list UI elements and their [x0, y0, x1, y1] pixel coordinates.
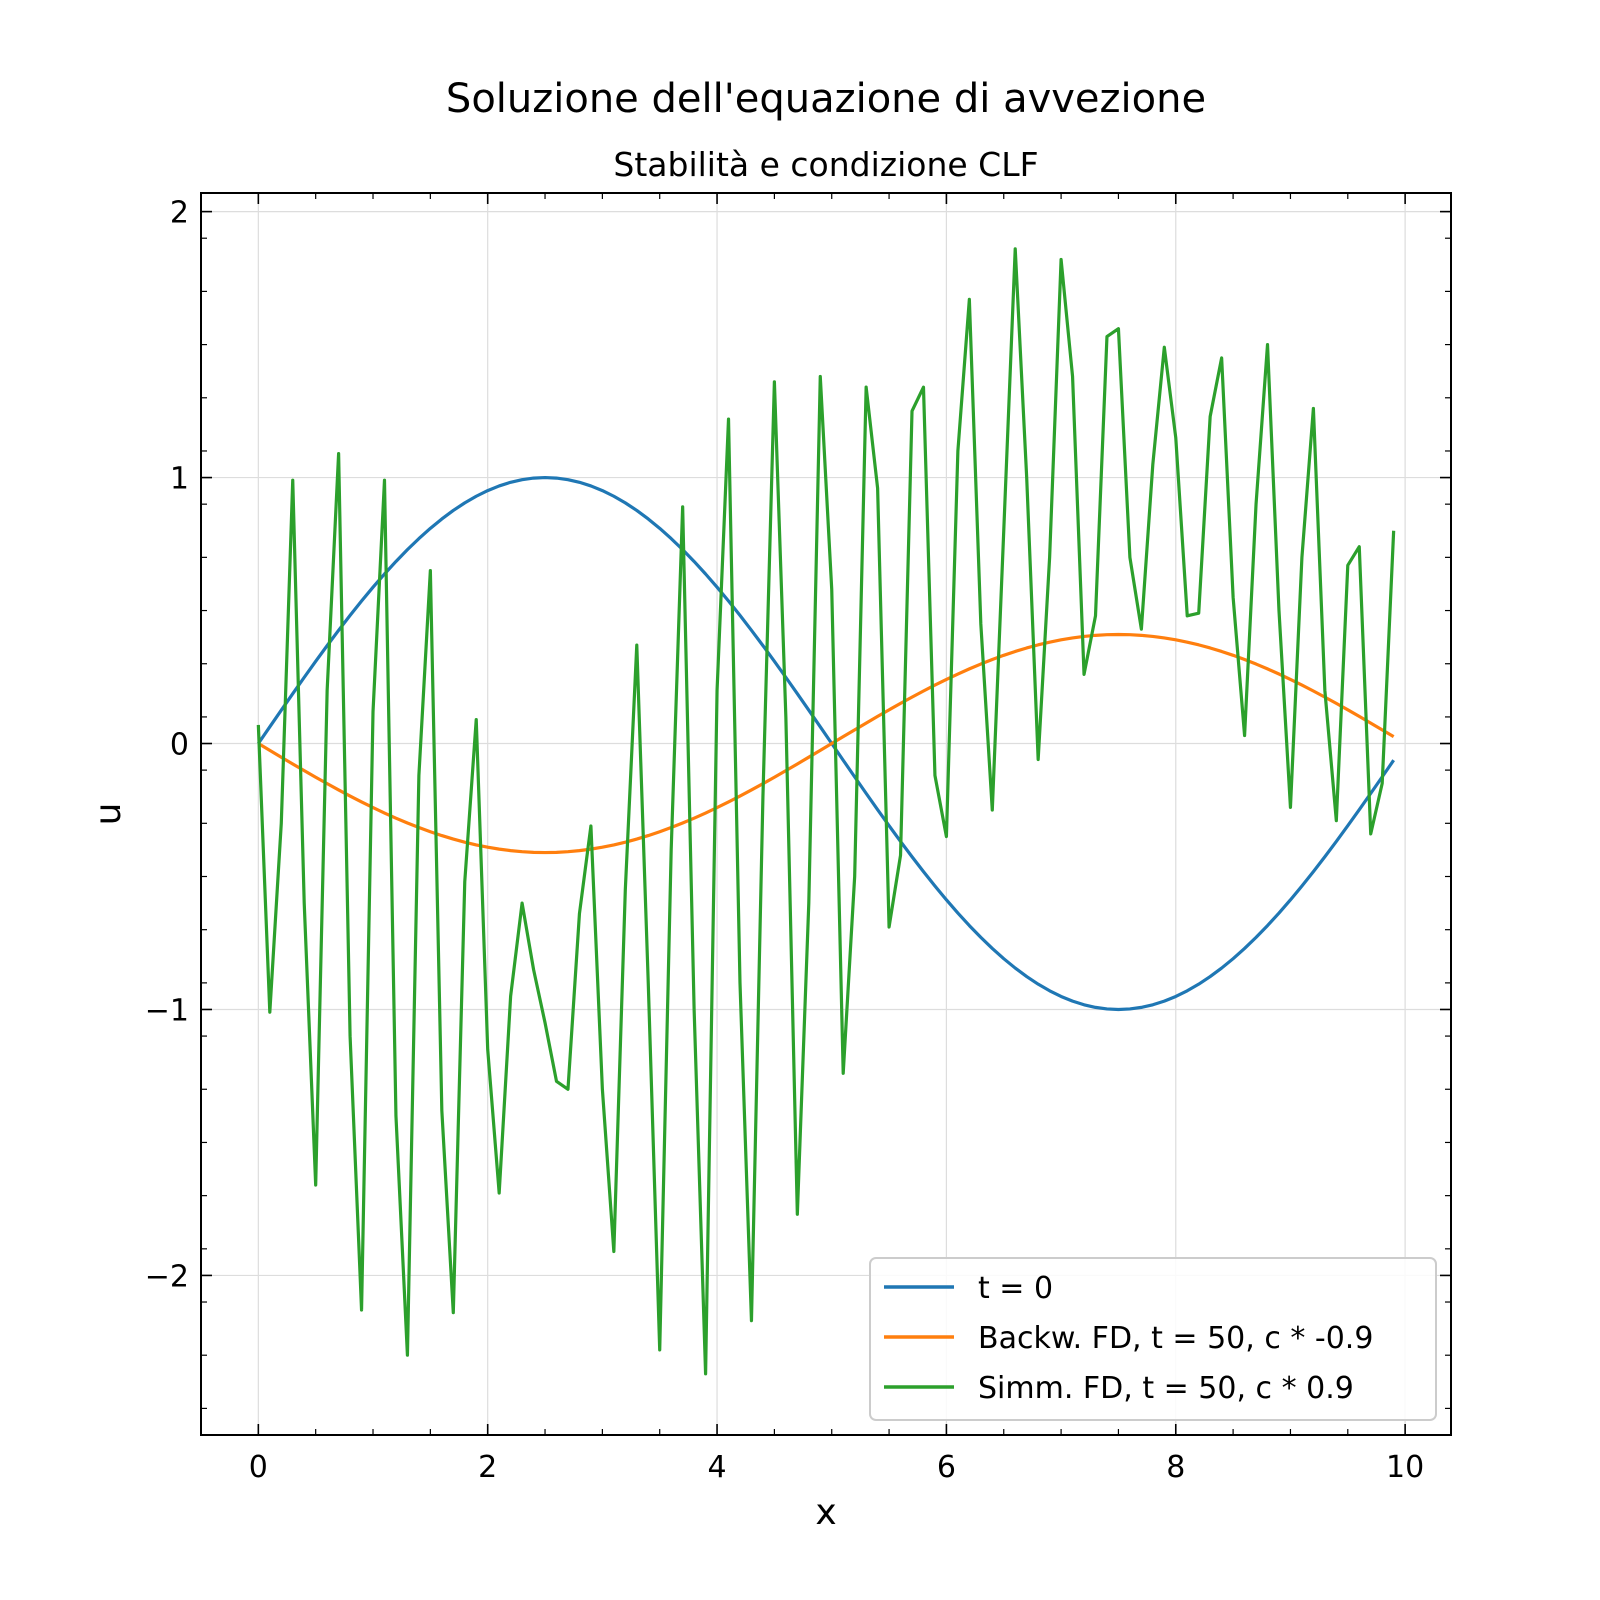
series-line-3 — [256, 247, 1396, 1376]
y-axis-label: u — [88, 803, 129, 826]
y-tick-label-3: 1 — [170, 462, 189, 497]
x-tick-label-2: 4 — [708, 1450, 727, 1485]
series-lines — [256, 247, 1396, 1376]
series-line-1 — [257, 475, 1395, 1012]
x-tick-label-3: 6 — [937, 1450, 956, 1485]
plot-frame — [200, 192, 1452, 1436]
legend: t = 0 Backw. FD, t = 50, c * -0.9 Simm. … — [869, 1257, 1437, 1421]
y-tick-label-0: −2 — [145, 1259, 189, 1294]
y-tick-label-1: −1 — [145, 993, 189, 1028]
x-tick-label-0: 0 — [249, 1450, 268, 1485]
legend-label-series-1: t = 0 — [978, 1271, 1053, 1306]
y-tick-label-4: 2 — [170, 196, 189, 231]
chart-title: Soluzione dell'equazione di avvezione — [446, 76, 1206, 122]
y-tick-label-2: 0 — [170, 728, 189, 763]
chart-subtitle: Stabilità e condizione CLF — [613, 145, 1038, 184]
legend-label-series-2: Backw. FD, t = 50, c * -0.9 — [978, 1321, 1373, 1356]
x-tick-label-5: 10 — [1386, 1450, 1424, 1485]
series-line-2 — [257, 632, 1395, 855]
x-tick-label-1: 2 — [478, 1450, 497, 1485]
legend-box — [869, 1257, 1437, 1421]
tick-labels: 0 2 4 6 8 10 −2 −1 0 1 2 — [145, 196, 1424, 1485]
x-tick-label-4: 8 — [1166, 1450, 1185, 1485]
legend-label-series-3: Simm. FD, t = 50, c * 0.9 — [978, 1371, 1354, 1406]
x-axis-label: x — [815, 1492, 836, 1533]
axis-ticks — [200, 193, 1451, 1435]
